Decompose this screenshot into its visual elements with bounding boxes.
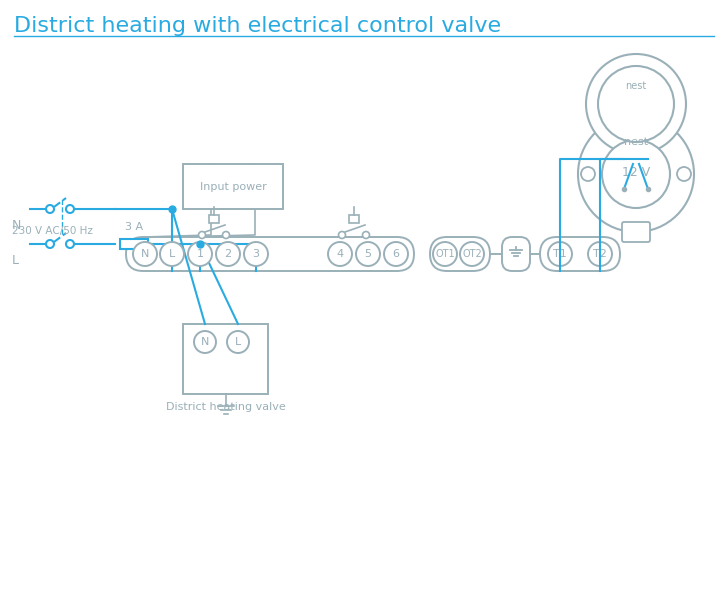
Circle shape: [433, 242, 457, 266]
Bar: [183, 324, 268, 394]
Text: 12 V: 12 V: [622, 166, 650, 179]
Text: L: L: [235, 337, 241, 347]
Circle shape: [66, 240, 74, 248]
FancyBboxPatch shape: [502, 237, 530, 271]
Circle shape: [602, 140, 670, 208]
Circle shape: [244, 242, 268, 266]
Circle shape: [384, 242, 408, 266]
Text: N: N: [12, 219, 21, 232]
Circle shape: [160, 242, 184, 266]
Text: T1: T1: [553, 249, 567, 259]
Text: Input power: Input power: [199, 182, 266, 191]
Text: L: L: [12, 254, 19, 267]
Circle shape: [133, 242, 157, 266]
Circle shape: [216, 242, 240, 266]
Circle shape: [223, 232, 229, 239]
Circle shape: [588, 242, 612, 266]
Text: 3: 3: [253, 249, 259, 259]
Circle shape: [339, 232, 346, 239]
Text: 5: 5: [365, 249, 371, 259]
Circle shape: [199, 232, 205, 239]
Circle shape: [356, 242, 380, 266]
Bar: [120, 239, 148, 249]
Text: District heating with electrical control valve: District heating with electrical control…: [14, 16, 501, 36]
Text: District heating valve: District heating valve: [166, 402, 285, 412]
Text: 4: 4: [336, 249, 344, 259]
Circle shape: [46, 240, 54, 248]
Text: nest: nest: [625, 81, 646, 91]
Circle shape: [677, 167, 691, 181]
FancyBboxPatch shape: [540, 237, 620, 271]
Bar: [209, 215, 219, 223]
Text: 3 A: 3 A: [125, 222, 143, 232]
Text: 2: 2: [224, 249, 232, 259]
Circle shape: [66, 205, 74, 213]
Circle shape: [460, 242, 484, 266]
Circle shape: [598, 66, 674, 142]
FancyBboxPatch shape: [430, 237, 490, 271]
Circle shape: [227, 331, 249, 353]
Text: 230 V AC/50 Hz: 230 V AC/50 Hz: [12, 226, 93, 236]
Bar: [349, 215, 359, 223]
Circle shape: [46, 205, 54, 213]
Text: L: L: [169, 249, 175, 259]
Text: N: N: [141, 249, 149, 259]
Bar: [183, 164, 283, 209]
Text: T2: T2: [593, 249, 607, 259]
Text: 1: 1: [197, 249, 204, 259]
FancyBboxPatch shape: [622, 222, 650, 242]
FancyBboxPatch shape: [126, 237, 414, 271]
Text: OT2: OT2: [462, 249, 482, 259]
Circle shape: [578, 116, 694, 232]
Circle shape: [363, 232, 370, 239]
Text: OT1: OT1: [435, 249, 455, 259]
Circle shape: [194, 331, 216, 353]
Circle shape: [328, 242, 352, 266]
Text: nest: nest: [624, 137, 648, 147]
Text: N: N: [201, 337, 209, 347]
Text: 6: 6: [392, 249, 400, 259]
Circle shape: [188, 242, 212, 266]
Circle shape: [548, 242, 572, 266]
Circle shape: [586, 54, 686, 154]
Circle shape: [581, 167, 595, 181]
